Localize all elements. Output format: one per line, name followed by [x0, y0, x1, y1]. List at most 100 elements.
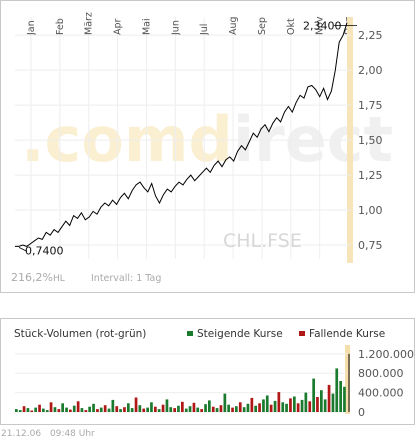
month-label: März — [84, 12, 95, 35]
current-day-highlight — [345, 345, 350, 414]
volume-bar — [304, 392, 308, 412]
volume-bar — [289, 398, 292, 412]
volume-bar — [161, 404, 165, 412]
y-tick-label: 0 — [358, 406, 365, 419]
month-label: Aug — [228, 16, 239, 35]
volume-bar — [254, 405, 257, 412]
y-tick-label: 1,75 — [358, 99, 383, 112]
interval-label: Intervall: 1 Tag — [91, 273, 161, 284]
volume-bar — [277, 392, 281, 412]
volume-bar — [238, 402, 242, 412]
footer: 21.12.06 09:48 Uhr — [1, 429, 101, 439]
volume-bar — [331, 393, 335, 412]
month-label: Nov — [315, 16, 326, 35]
volume-bar — [61, 403, 64, 412]
volume-bar — [281, 402, 285, 412]
volume-bar — [22, 406, 26, 412]
volume-bar — [219, 405, 223, 412]
volume-bar — [76, 401, 80, 412]
volume-title: Stück-Volumen (rot-grün) — [14, 328, 146, 340]
month-label: Mai — [141, 18, 152, 35]
volume-bar — [173, 408, 176, 412]
volume-bar — [154, 406, 157, 412]
volume-bar — [49, 402, 53, 412]
month-label: Feb — [55, 18, 66, 35]
volume-bar — [312, 378, 315, 412]
volume-bar — [84, 410, 88, 412]
month-label: Apr — [113, 18, 124, 35]
price-series-line — [15, 22, 348, 247]
volume-bar — [169, 407, 173, 412]
month-label: Jan — [26, 20, 37, 36]
volume-bar — [327, 384, 331, 412]
volume-bar — [72, 405, 76, 412]
volume-bar — [265, 395, 269, 412]
volume-bar — [227, 404, 230, 412]
end-value-label: 2,3400 — [303, 20, 342, 33]
volume-bar — [92, 403, 95, 412]
volume-bar — [53, 407, 57, 412]
y-tick-label: 1,25 — [358, 169, 383, 182]
volume-bar — [316, 397, 319, 412]
volume-bar — [96, 409, 99, 412]
volume-bar — [184, 408, 188, 412]
volume-bar — [18, 410, 22, 412]
volume-bar — [231, 407, 234, 412]
volume-bar — [103, 405, 107, 412]
y-tick-label: 1,50 — [358, 134, 383, 147]
volume-bar — [134, 397, 138, 412]
volume-bar — [323, 399, 327, 412]
volume-bar — [285, 403, 288, 412]
volume-bar — [57, 409, 61, 412]
volume-bar — [42, 408, 45, 412]
volume-bar — [115, 406, 119, 412]
y-tick-label: 1,00 — [358, 204, 383, 217]
legend-label: Fallende Kurse — [309, 328, 385, 340]
ticker-label: CHL.FSE — [223, 230, 302, 252]
legend-label: Steigende Kurse — [197, 328, 283, 340]
volume-bar — [215, 408, 219, 412]
month-label: Sep — [257, 17, 268, 35]
volume-bar — [196, 407, 200, 412]
volume-bar — [320, 390, 323, 412]
month-label: Jun — [170, 20, 181, 36]
volume-bar — [26, 408, 30, 412]
volume-bar — [296, 403, 300, 412]
volume-bar — [242, 407, 246, 412]
volume-bar — [293, 396, 296, 412]
volume-bar — [177, 405, 180, 412]
volume-bar — [107, 408, 111, 412]
volume-bar — [146, 407, 149, 412]
volume-bar — [181, 401, 184, 412]
volume-bar — [34, 407, 37, 412]
volume-bar — [223, 393, 227, 412]
volume-bar — [119, 409, 122, 412]
y-tick-label: 400.000 — [358, 387, 404, 400]
volume-bar — [204, 404, 207, 412]
volume-bar — [30, 410, 34, 412]
volume-bar — [300, 399, 304, 412]
volume-bar — [273, 400, 277, 412]
y-tick-label: 0,75 — [358, 239, 383, 252]
volume-bar — [165, 399, 169, 412]
volume-bar — [88, 406, 91, 412]
volume-bar — [269, 404, 273, 412]
volume-chart: Stück-Volumen (rot-grün) Steigende Kurse F… — [14, 328, 414, 419]
footer-date: 21.12.06 — [1, 429, 42, 439]
watermark-logo: .comdirect — [21, 103, 393, 176]
volume-bar — [308, 401, 312, 412]
volume-bar — [250, 397, 254, 412]
volume-bar — [127, 403, 130, 412]
volume-bar — [188, 406, 192, 412]
volume-bar — [69, 409, 72, 412]
volume-bar — [80, 408, 84, 412]
month-label: Jul — [199, 24, 210, 36]
y-tick-label: 800.000 — [358, 367, 404, 380]
volume-bar — [258, 403, 261, 412]
price-chart: .comdirect Jan Feb März Apr Mai Jun Jul Aug Sep Ok… — [11, 12, 393, 284]
volume-bar — [192, 402, 196, 412]
volume-bar — [235, 406, 238, 412]
volume-bar — [335, 368, 339, 412]
volume-chart-panel: Stück-Volumen (rot-grün) Steigende Kurse F… — [0, 318, 415, 425]
volume-bar — [65, 407, 68, 412]
